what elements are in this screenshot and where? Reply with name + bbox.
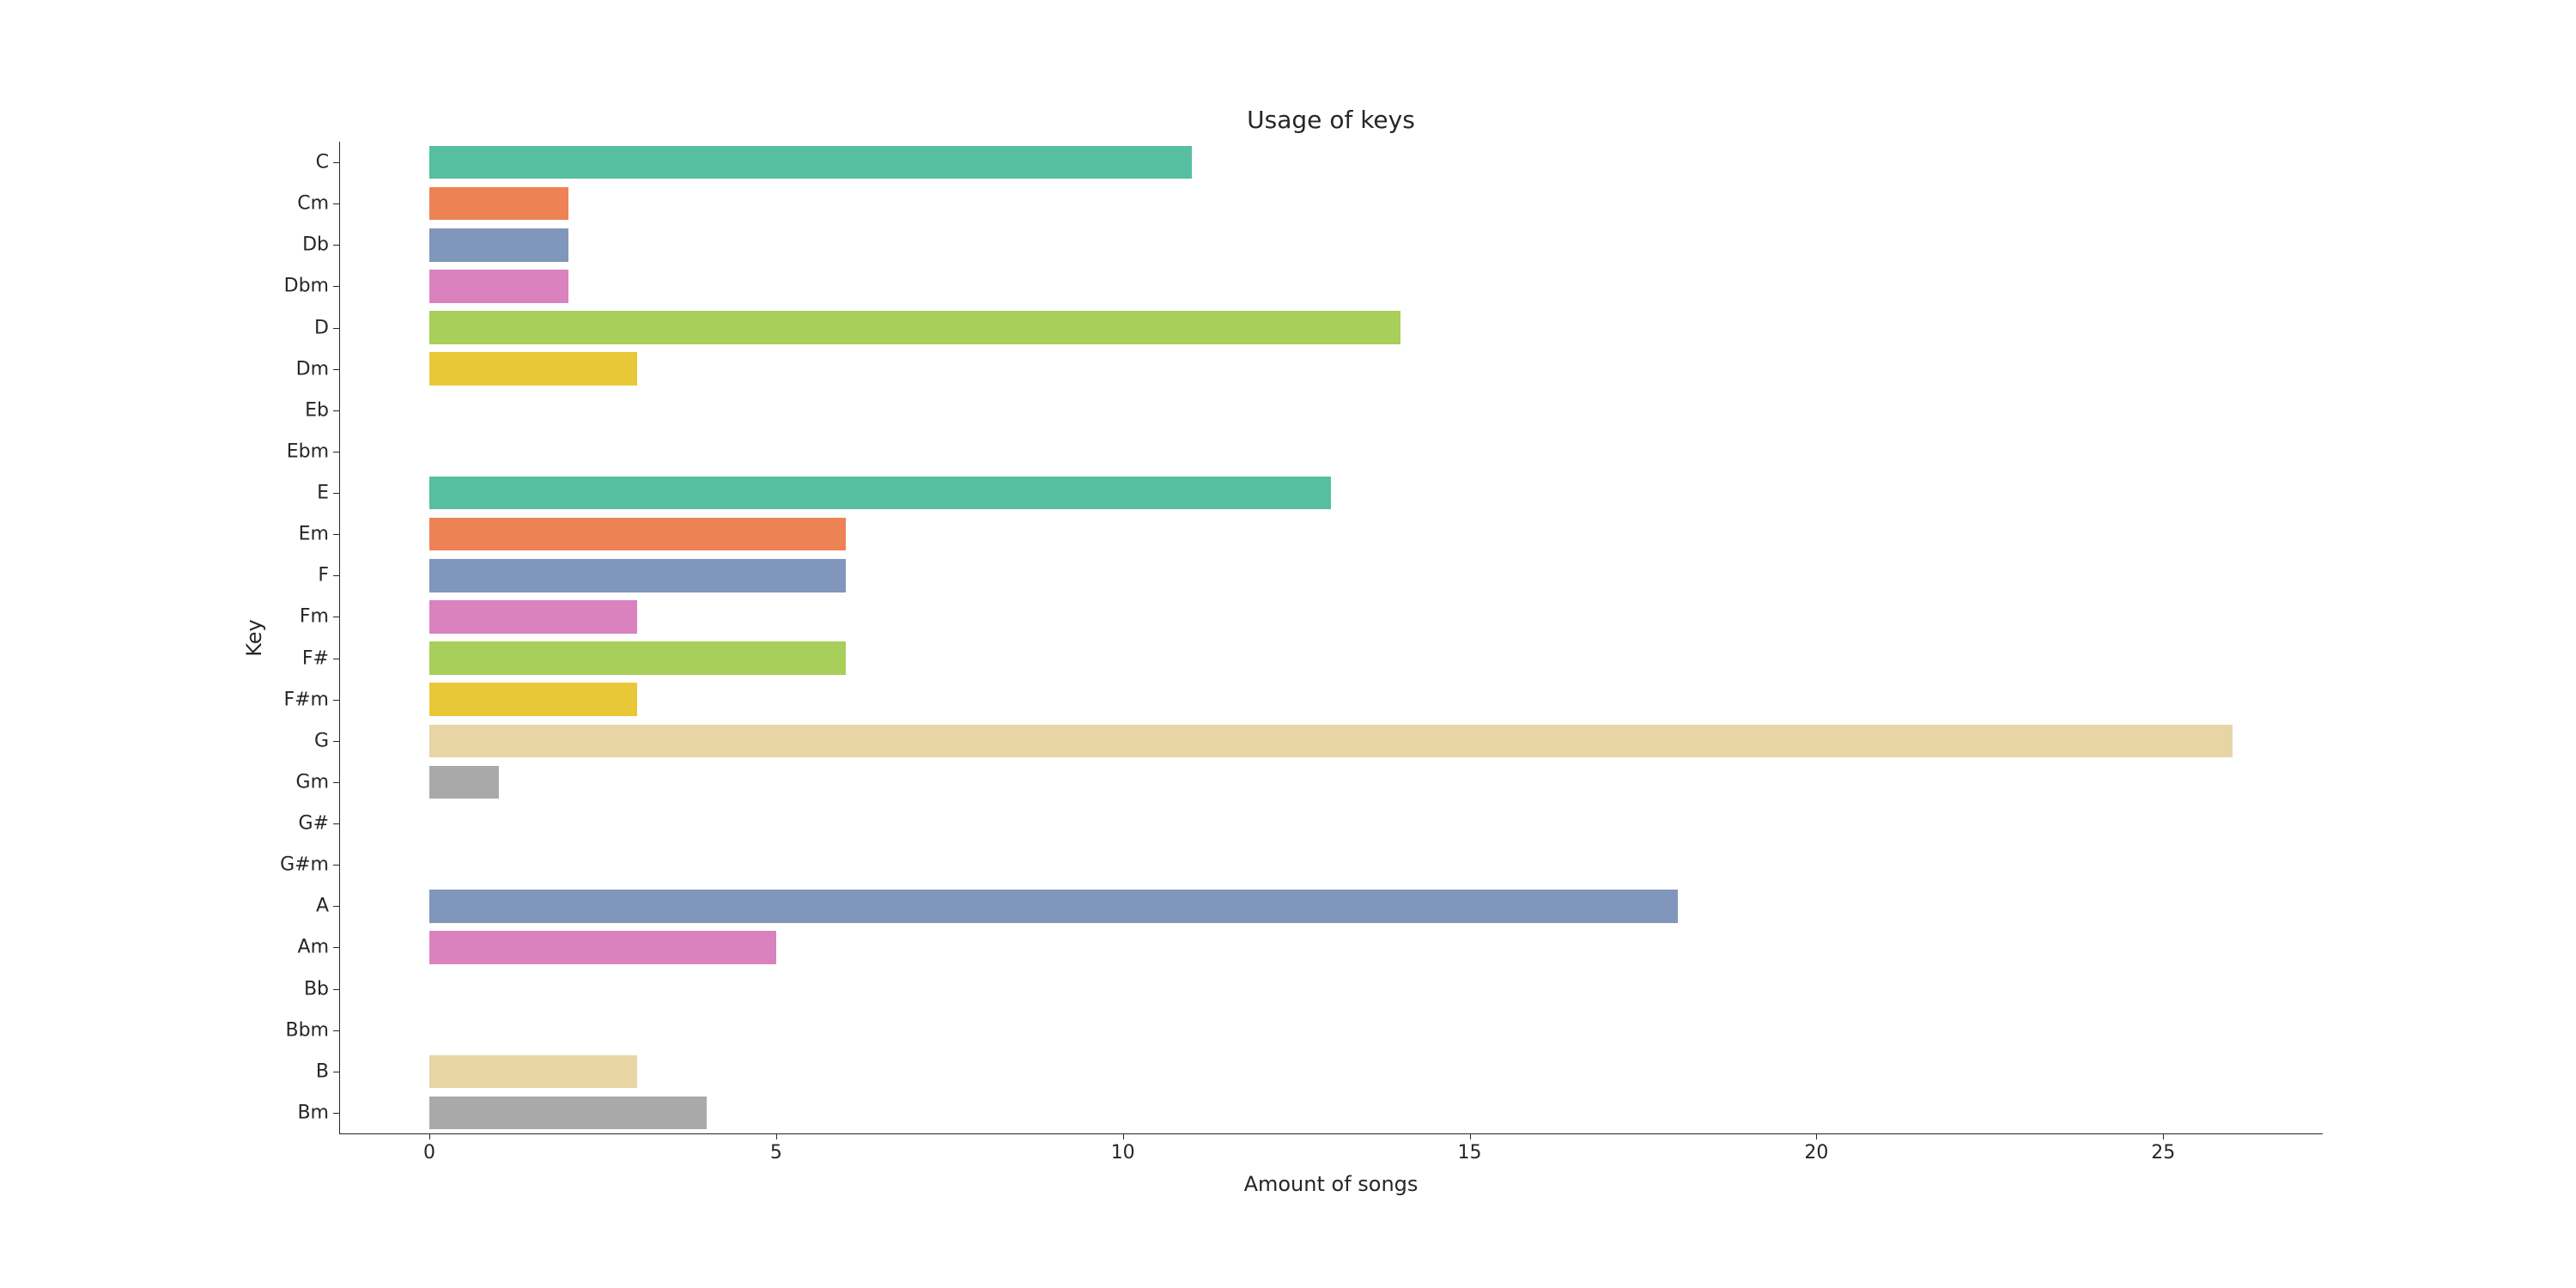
ytick-label: Bbm	[252, 1019, 329, 1041]
bar-cm	[429, 187, 568, 221]
bar-fsharpm	[429, 683, 637, 716]
ytick-label: A	[252, 896, 329, 917]
x-axis-spine	[339, 1133, 2323, 1134]
xtick-label: 15	[1436, 1142, 1504, 1163]
bar-fm	[429, 600, 637, 634]
ytick-mark	[333, 865, 339, 866]
ytick-mark	[333, 700, 339, 701]
ytick-label: E	[252, 483, 329, 504]
ytick-mark	[333, 1030, 339, 1031]
ytick-mark	[333, 1113, 339, 1114]
ytick-label: Dbm	[252, 276, 329, 297]
ytick-mark	[333, 245, 339, 246]
ytick-mark	[333, 369, 339, 370]
ytick-label: Gm	[252, 771, 329, 793]
ytick-mark	[333, 410, 339, 411]
bar-gm	[429, 766, 499, 799]
ytick-label: G#m	[252, 854, 329, 876]
ytick-label: C	[252, 152, 329, 173]
ytick-label: Bb	[252, 978, 329, 999]
xtick-label: 0	[395, 1142, 464, 1163]
ytick-mark	[333, 782, 339, 783]
ytick-label: F	[252, 565, 329, 586]
ytick-label: Bm	[252, 1102, 329, 1123]
xtick-label: 25	[2129, 1142, 2197, 1163]
xtick-mark	[429, 1133, 430, 1139]
bar-am	[429, 931, 776, 964]
plot-area	[339, 142, 2323, 1133]
ytick-label: Cm	[252, 193, 329, 215]
ytick-label: D	[252, 317, 329, 338]
ytick-label: G	[252, 730, 329, 751]
ytick-mark	[333, 328, 339, 329]
ytick-label: Em	[252, 524, 329, 545]
xtick-label: 5	[742, 1142, 811, 1163]
ytick-label: Ebm	[252, 440, 329, 462]
ytick-mark	[333, 534, 339, 535]
ytick-mark	[333, 162, 339, 163]
ytick-label: Am	[252, 937, 329, 958]
bar-c	[429, 146, 1192, 179]
ytick-mark	[333, 452, 339, 453]
chart-figure: Usage of keys Key Amount of songs 051015…	[0, 0, 2576, 1288]
xtick-mark	[776, 1133, 777, 1139]
xtick-mark	[1123, 1133, 1124, 1139]
xtick-mark	[1816, 1133, 1817, 1139]
xtick-mark	[2163, 1133, 2164, 1139]
ytick-mark	[333, 947, 339, 948]
bar-dm	[429, 352, 637, 386]
ytick-mark	[333, 493, 339, 494]
ytick-label: F#m	[252, 689, 329, 710]
ytick-mark	[333, 823, 339, 824]
bar-db	[429, 228, 568, 262]
bar-fsharp	[429, 641, 846, 675]
bar-a	[429, 890, 1678, 923]
ytick-label: G#	[252, 813, 329, 835]
ytick-label: B	[252, 1060, 329, 1082]
ytick-label: Eb	[252, 399, 329, 421]
xtick-mark	[1470, 1133, 1471, 1139]
xtick-label: 20	[1782, 1142, 1850, 1163]
ytick-label: Fm	[252, 606, 329, 628]
ytick-label: Dm	[252, 358, 329, 380]
ytick-mark	[333, 989, 339, 990]
chart-title: Usage of keys	[339, 106, 2323, 134]
bar-d	[429, 311, 1400, 344]
x-axis-label: Amount of songs	[339, 1172, 2323, 1196]
bar-f	[429, 559, 846, 592]
bar-b	[429, 1055, 637, 1089]
ytick-mark	[333, 575, 339, 576]
bar-e	[429, 477, 1331, 510]
xtick-label: 10	[1089, 1142, 1157, 1163]
bar-dbm	[429, 270, 568, 303]
bar-em	[429, 518, 846, 551]
bar-g	[429, 725, 2233, 758]
ytick-mark	[333, 741, 339, 742]
bar-bm	[429, 1097, 707, 1130]
ytick-mark	[333, 906, 339, 907]
ytick-label: Db	[252, 234, 329, 256]
ytick-label: F#	[252, 647, 329, 669]
ytick-mark	[333, 286, 339, 287]
